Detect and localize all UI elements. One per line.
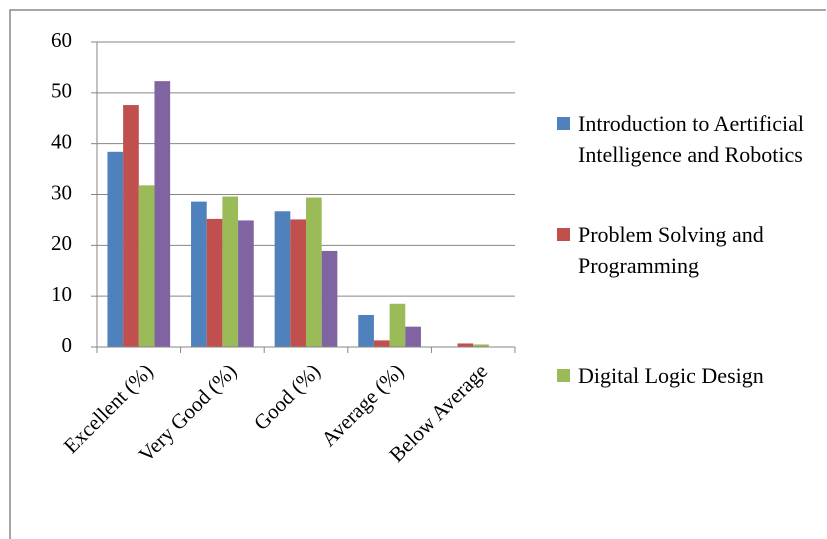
- bar: [123, 105, 139, 348]
- bar: [274, 211, 291, 347]
- bar: [306, 197, 322, 347]
- bar: [138, 185, 155, 347]
- bar: [290, 219, 306, 347]
- bar: [373, 340, 390, 347]
- bar: [321, 250, 338, 347]
- bar: [473, 344, 489, 347]
- bar: [191, 201, 207, 347]
- legend-label: Digital Logic Design: [578, 363, 764, 388]
- y-tick-label: 30: [51, 180, 72, 204]
- legend-swatch: [557, 369, 570, 382]
- y-tick-label: 40: [51, 129, 72, 153]
- bar: [405, 326, 421, 347]
- legend-swatch: [557, 117, 570, 130]
- y-tick-label: 20: [51, 231, 72, 255]
- bar: [457, 343, 474, 347]
- legend-entry: Introduction to Aertificial Intelligence…: [557, 108, 827, 170]
- legend-entry: Digital Logic Design: [557, 360, 827, 391]
- legend-entry: Problem Solving and Programming: [557, 219, 827, 281]
- bar: [238, 220, 254, 347]
- bar: [389, 303, 406, 347]
- bar: [206, 218, 223, 347]
- legend-label: Problem Solving and Programming: [578, 222, 764, 278]
- x-tick-label: Good (%): [249, 359, 325, 435]
- y-tick-label: 0: [62, 333, 73, 357]
- bar: [358, 314, 374, 347]
- legend-label: Introduction to Aertificial Intelligence…: [578, 111, 805, 167]
- chart-frame: [9, 9, 826, 539]
- x-tick-label: Average (%): [316, 359, 408, 451]
- legend-swatch: [557, 228, 570, 241]
- y-tick-label: 50: [51, 79, 72, 103]
- bar: [154, 81, 171, 348]
- y-tick-label: 10: [51, 282, 72, 306]
- bar: [222, 196, 239, 347]
- bar: [107, 151, 124, 347]
- y-tick-label: 60: [51, 28, 72, 52]
